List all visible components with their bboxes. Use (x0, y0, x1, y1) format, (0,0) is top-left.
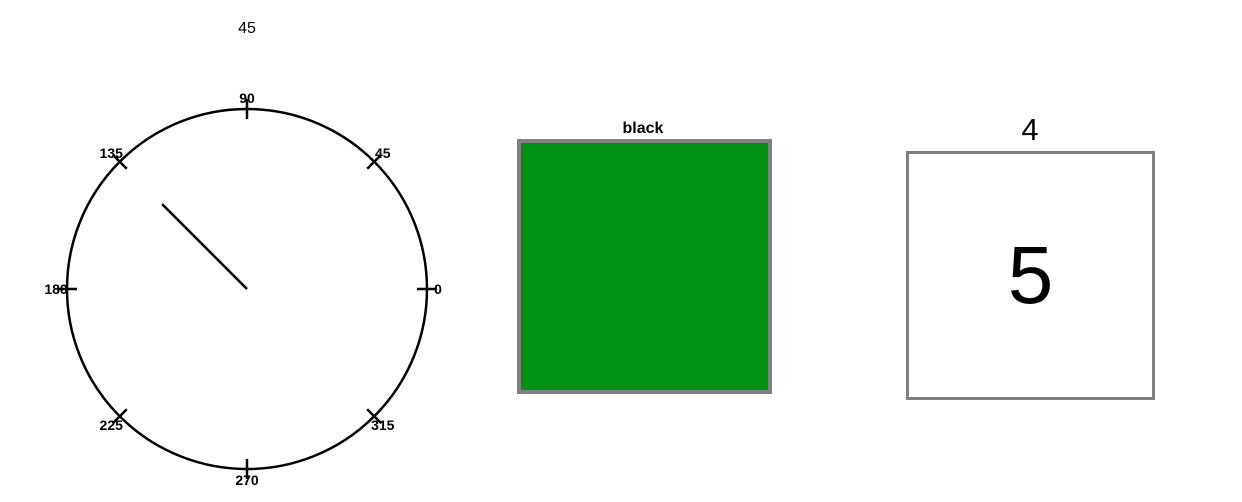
color-label: black (622, 120, 664, 137)
dial-tick-label: 180 (44, 281, 68, 297)
dial-tick (111, 153, 128, 170)
dial-tick-label: 45 (375, 145, 391, 161)
number-value: 5 (1007, 229, 1054, 321)
dial-tick-labels: 0 45 90 135 180 225 270 315 (44, 90, 442, 488)
dial-tick-label: 225 (100, 417, 124, 433)
dial-tick-label: 315 (371, 417, 395, 433)
dial-tick-label: 0 (434, 281, 442, 297)
dial-tick-label: 270 (235, 472, 259, 488)
angle-dial: 0 45 90 135 180 225 270 315 (44, 90, 442, 488)
dial-ticks (57, 99, 437, 479)
number-box: 5 (906, 151, 1155, 400)
dial-tick (111, 408, 128, 425)
color-swatch (517, 139, 772, 394)
dial-tick-label: 90 (239, 90, 255, 106)
dial-tick-label: 135 (100, 145, 124, 161)
dial-needle (161, 203, 248, 290)
dial-value-readout: 45 (238, 20, 256, 37)
dial-tick (366, 408, 383, 425)
number-label: 4 (1021, 112, 1039, 147)
dial-tick (366, 153, 383, 170)
